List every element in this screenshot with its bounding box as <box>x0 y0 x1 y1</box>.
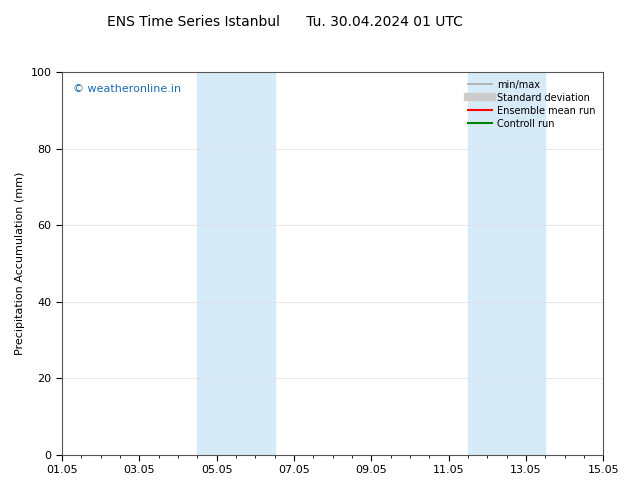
Text: © weatheronline.in: © weatheronline.in <box>73 84 181 94</box>
Bar <box>197 73 275 455</box>
Legend: min/max, Standard deviation, Ensemble mean run, Controll run: min/max, Standard deviation, Ensemble me… <box>465 77 598 132</box>
Text: ENS Time Series Istanbul      Tu. 30.04.2024 01 UTC: ENS Time Series Istanbul Tu. 30.04.2024 … <box>107 15 463 29</box>
Bar <box>468 73 545 455</box>
Y-axis label: Precipitation Accumulation (mm): Precipitation Accumulation (mm) <box>15 172 25 355</box>
